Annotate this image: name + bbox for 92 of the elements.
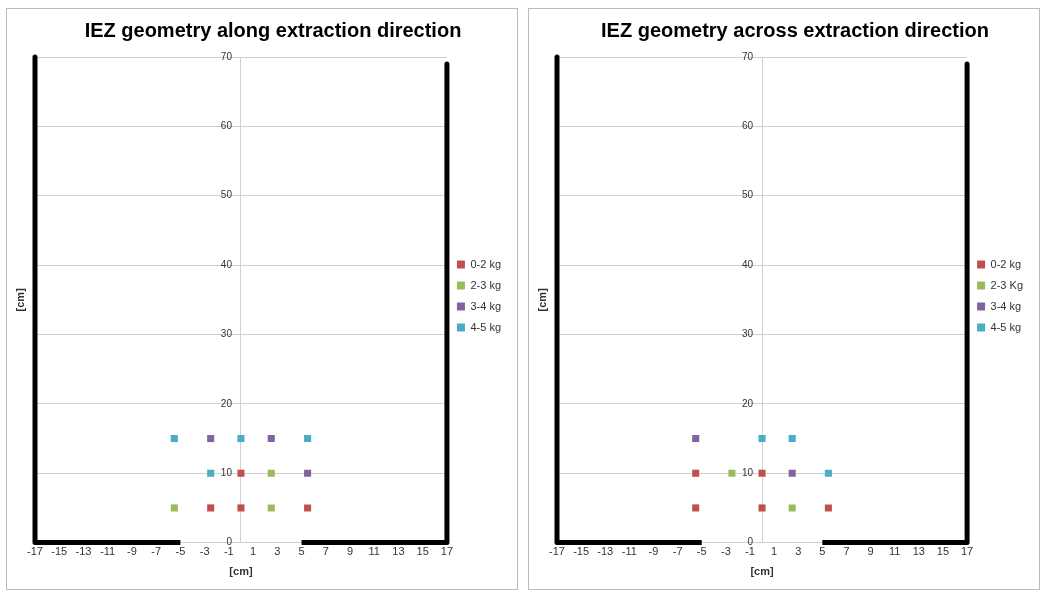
- x-tick-label: 3: [274, 545, 281, 558]
- legend-label: 4-5 kg: [990, 320, 1022, 333]
- x-tick-label: 17: [440, 545, 454, 558]
- y-tick-label: 40: [741, 258, 754, 270]
- x-tick-label: -1: [223, 545, 234, 558]
- point: [207, 469, 215, 477]
- point: [758, 435, 766, 443]
- point: [824, 504, 832, 512]
- y-tick-label: 60: [220, 120, 233, 132]
- point: [267, 435, 275, 443]
- x-tick-label: -7: [672, 545, 683, 558]
- legend-label: 3-4 kg: [470, 299, 502, 312]
- x-tick-label: 3: [795, 545, 802, 558]
- x-tick-label: -5: [696, 545, 707, 558]
- x-tick-label: 5: [819, 545, 826, 558]
- point: [692, 435, 700, 443]
- y-tick-label: 0: [226, 536, 233, 548]
- point: [824, 469, 832, 477]
- x-tick-label: 11: [368, 545, 380, 558]
- point: [237, 469, 245, 477]
- point: [207, 435, 215, 443]
- x-tick-label: 13: [912, 545, 925, 558]
- point: [692, 504, 700, 512]
- x-tick-label: -3: [199, 545, 210, 558]
- x-tick-label: -11: [621, 545, 637, 558]
- x-tick-label: 15: [416, 545, 429, 558]
- point: [304, 435, 312, 443]
- x-tick-label: 11: [889, 545, 901, 558]
- x-tick-label: -9: [648, 545, 659, 558]
- x-tick-label: -3: [720, 545, 731, 558]
- point: [728, 469, 736, 477]
- x-axis-title: [cm]: [750, 565, 774, 578]
- legend-label: 0-2 kg: [990, 257, 1022, 270]
- y-tick-label: 10: [741, 466, 754, 478]
- chart-title: IEZ geometry across extraction direction: [601, 18, 989, 41]
- x-tick-label: 7: [843, 545, 850, 558]
- y-tick-label: 70: [220, 50, 233, 62]
- x-tick-label: 1: [771, 545, 778, 558]
- y-tick-label: 30: [220, 328, 233, 340]
- x-tick-label: -7: [151, 545, 162, 558]
- y-tick-label: 60: [741, 120, 754, 132]
- point: [304, 504, 312, 512]
- point: [170, 504, 178, 512]
- x-tick-label: -17: [27, 545, 43, 558]
- point: [207, 504, 215, 512]
- x-tick-label: 9: [346, 545, 354, 558]
- point: [267, 504, 275, 512]
- x-tick-label: 13: [392, 545, 405, 558]
- chart-title: IEZ geometry along extraction direction: [84, 18, 462, 41]
- y-tick-label: 10: [220, 466, 233, 478]
- point: [237, 435, 245, 443]
- point: [692, 469, 700, 477]
- y-axis-title: [cm]: [536, 287, 549, 312]
- x-tick-label: 15: [936, 545, 950, 558]
- x-tick-label: 17: [960, 545, 974, 558]
- point: [788, 504, 796, 512]
- y-tick-label: 30: [741, 328, 754, 340]
- y-tick-label: 20: [741, 397, 754, 409]
- x-tick-label: -5: [175, 545, 186, 558]
- x-tick-label: -15: [51, 545, 68, 558]
- y-tick-label: 0: [747, 536, 754, 548]
- legend-label: 2-3 Kg: [990, 278, 1024, 291]
- point: [788, 469, 796, 477]
- legend-label: 3-4 kg: [990, 299, 1022, 312]
- y-tick-label: 50: [220, 189, 233, 201]
- x-tick-label: -9: [127, 545, 137, 558]
- x-tick-label: 9: [867, 545, 874, 558]
- x-tick-label: -1: [745, 545, 755, 558]
- x-tick-label: -13: [75, 545, 92, 558]
- point: [758, 504, 766, 512]
- y-tick-label: 20: [220, 397, 233, 409]
- legend-label: 2-3 kg: [470, 278, 502, 291]
- legend-label: 4-5 kg: [470, 320, 502, 333]
- y-tick-label: 70: [741, 50, 754, 62]
- point: [788, 435, 796, 443]
- x-tick-label: -11: [100, 545, 116, 558]
- point: [267, 469, 275, 477]
- x-tick-label: 5: [298, 545, 305, 558]
- y-axis-title: [cm]: [14, 287, 27, 312]
- point: [758, 469, 766, 477]
- point: [304, 469, 312, 477]
- x-tick-label: 7: [322, 545, 329, 558]
- x-tick-label: -17: [549, 545, 565, 558]
- point: [170, 435, 178, 443]
- x-tick-label: -15: [573, 545, 590, 558]
- legend-label: 0-2 kg: [470, 257, 502, 270]
- x-tick-label: 1: [250, 545, 257, 558]
- x-axis-title: [cm]: [229, 565, 253, 578]
- y-tick-label: 50: [741, 189, 754, 201]
- x-tick-label: -13: [597, 545, 614, 558]
- y-tick-label: 40: [220, 258, 233, 270]
- point: [237, 504, 245, 512]
